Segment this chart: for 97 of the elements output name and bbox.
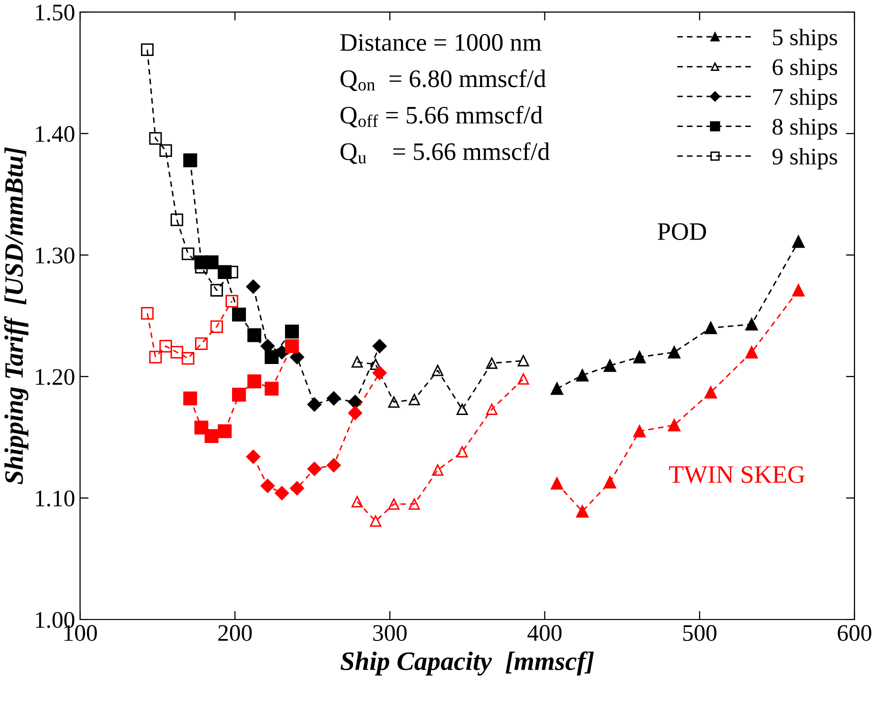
point: [432, 364, 444, 376]
point: [326, 391, 341, 406]
legend-label: 6 ships: [772, 58, 838, 80]
point: [183, 391, 198, 406]
y-tick-label: 1.50: [36, 4, 74, 21]
annotation: POD: [658, 223, 706, 240]
text: Q$_{u}$ = 5.66 mmscf/d: [340, 142, 550, 164]
point: [550, 382, 564, 395]
point: [486, 404, 498, 416]
annotation: Q$_{on}$ = 6.80 mmscf/d: [340, 69, 546, 91]
point: [247, 374, 262, 388]
point: [432, 464, 444, 476]
x-tick-label: 300: [373, 625, 407, 641]
point: [668, 346, 680, 358]
point: [194, 420, 208, 434]
point: [246, 450, 260, 464]
point: [633, 350, 646, 364]
y-tick-label: 1.30: [36, 248, 74, 264]
point: [159, 144, 172, 157]
point: [633, 424, 646, 438]
point: [370, 358, 382, 370]
point: [232, 308, 246, 322]
point: [290, 481, 304, 496]
legend-label: 5 ships: [773, 28, 838, 50]
point: [704, 386, 717, 399]
point: [210, 284, 224, 297]
point: [170, 346, 184, 359]
annotation: TWIN SKEG: [669, 466, 805, 484]
x-tick-label: 600: [838, 625, 872, 641]
x-tick-label: 400: [527, 625, 562, 641]
point: [183, 153, 198, 168]
point: [348, 406, 362, 420]
point: [195, 337, 208, 350]
point: [408, 394, 420, 406]
point: [285, 339, 299, 354]
point: [456, 446, 468, 458]
point: [307, 462, 322, 476]
point: [668, 418, 680, 432]
point: [274, 486, 289, 500]
point: [408, 498, 420, 510]
point: [290, 350, 304, 364]
point: [372, 339, 387, 354]
point: [351, 496, 363, 508]
point: [159, 340, 172, 352]
y-tick-label: 1.10: [36, 490, 74, 507]
point: [247, 328, 262, 342]
point: [745, 318, 758, 331]
x-axis-title: Ship Capacity [mmscf]: [340, 651, 594, 676]
point: [604, 359, 616, 372]
point: [264, 350, 279, 364]
point: [326, 458, 341, 472]
point: [604, 476, 616, 488]
point: [576, 505, 589, 518]
point: [204, 255, 219, 270]
point: [182, 247, 194, 260]
point: [388, 498, 400, 510]
point: [518, 373, 530, 385]
point: [576, 369, 589, 382]
point: [246, 280, 260, 294]
point: [210, 320, 224, 334]
point: [745, 346, 758, 358]
point: [704, 322, 717, 334]
point: [351, 356, 363, 368]
legend-label: 8 ships: [772, 118, 838, 140]
point: [348, 394, 362, 410]
point: [285, 324, 299, 339]
legend-label: 7 ships: [773, 88, 838, 110]
point: [264, 382, 279, 396]
point: [218, 424, 232, 438]
x-tick-label: 200: [218, 625, 252, 641]
point: [792, 284, 805, 297]
annotation: Q$_{off}$ = 5.66 mmscf/d: [340, 106, 543, 128]
legend-label: 9 ships: [772, 148, 838, 170]
annotation: Distance = 1000 nm: [340, 34, 542, 51]
point: [140, 43, 154, 56]
y-tick-label: 1.20: [36, 369, 74, 386]
point: [260, 478, 275, 493]
point: [370, 515, 382, 527]
point: [388, 396, 400, 408]
point: [486, 357, 498, 369]
point: [204, 429, 219, 443]
point: [149, 132, 162, 145]
point: [456, 404, 468, 416]
y-tick-label: 1.40: [36, 126, 74, 142]
point: [307, 397, 322, 412]
point: [550, 477, 564, 490]
point: [232, 388, 246, 402]
point: [182, 352, 194, 365]
point: [149, 350, 162, 364]
point: [140, 307, 154, 320]
y-axis-title: Shipping Tariff [USD/mmBtu]: [4, 147, 28, 484]
point: [170, 213, 184, 226]
x-tick-label: 500: [683, 625, 716, 641]
point: [226, 294, 238, 308]
point: [792, 235, 805, 248]
point: [518, 355, 530, 366]
point: [372, 366, 387, 380]
